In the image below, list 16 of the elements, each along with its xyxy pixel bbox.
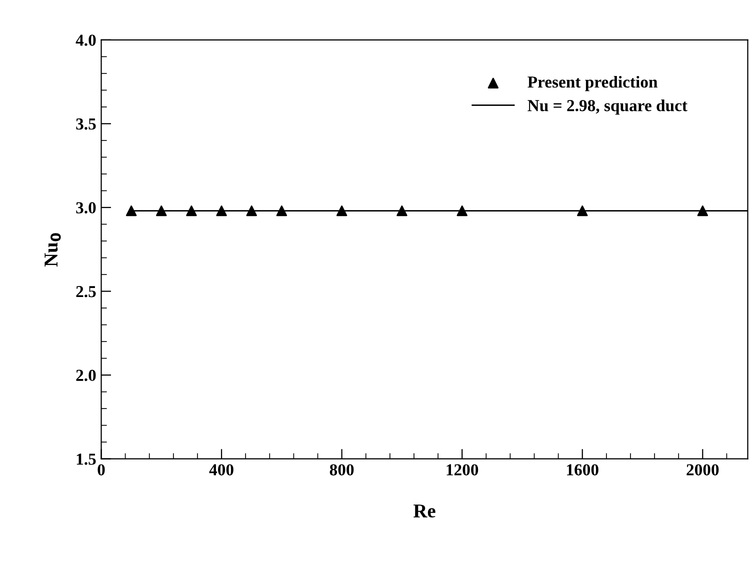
y-tick-label: 3.5 — [76, 118, 96, 130]
x-tick-label: 800 — [330, 464, 354, 476]
y-tick-label: 4.0 — [76, 34, 96, 46]
y-tick-label: 1.5 — [76, 454, 96, 465]
x-tick-label: 2000 — [686, 464, 719, 476]
y-tick-label: 3.0 — [76, 202, 96, 214]
y-tick-label: 2.5 — [76, 286, 96, 298]
legend-label: Present prediction — [528, 76, 658, 92]
x-tick-label: 1600 — [567, 464, 598, 476]
y-tick-label: 2.0 — [76, 370, 96, 382]
x-tick-label: 0 — [98, 464, 105, 476]
y-axis-title: Nu$_{0}$ — [44, 233, 61, 267]
x-tick-label: 400 — [209, 464, 234, 476]
x-axis-title: Re — [413, 504, 436, 518]
x-tick-label: 1200 — [446, 464, 478, 476]
legend-label: Nu = 2.98, square duct — [528, 100, 688, 115]
